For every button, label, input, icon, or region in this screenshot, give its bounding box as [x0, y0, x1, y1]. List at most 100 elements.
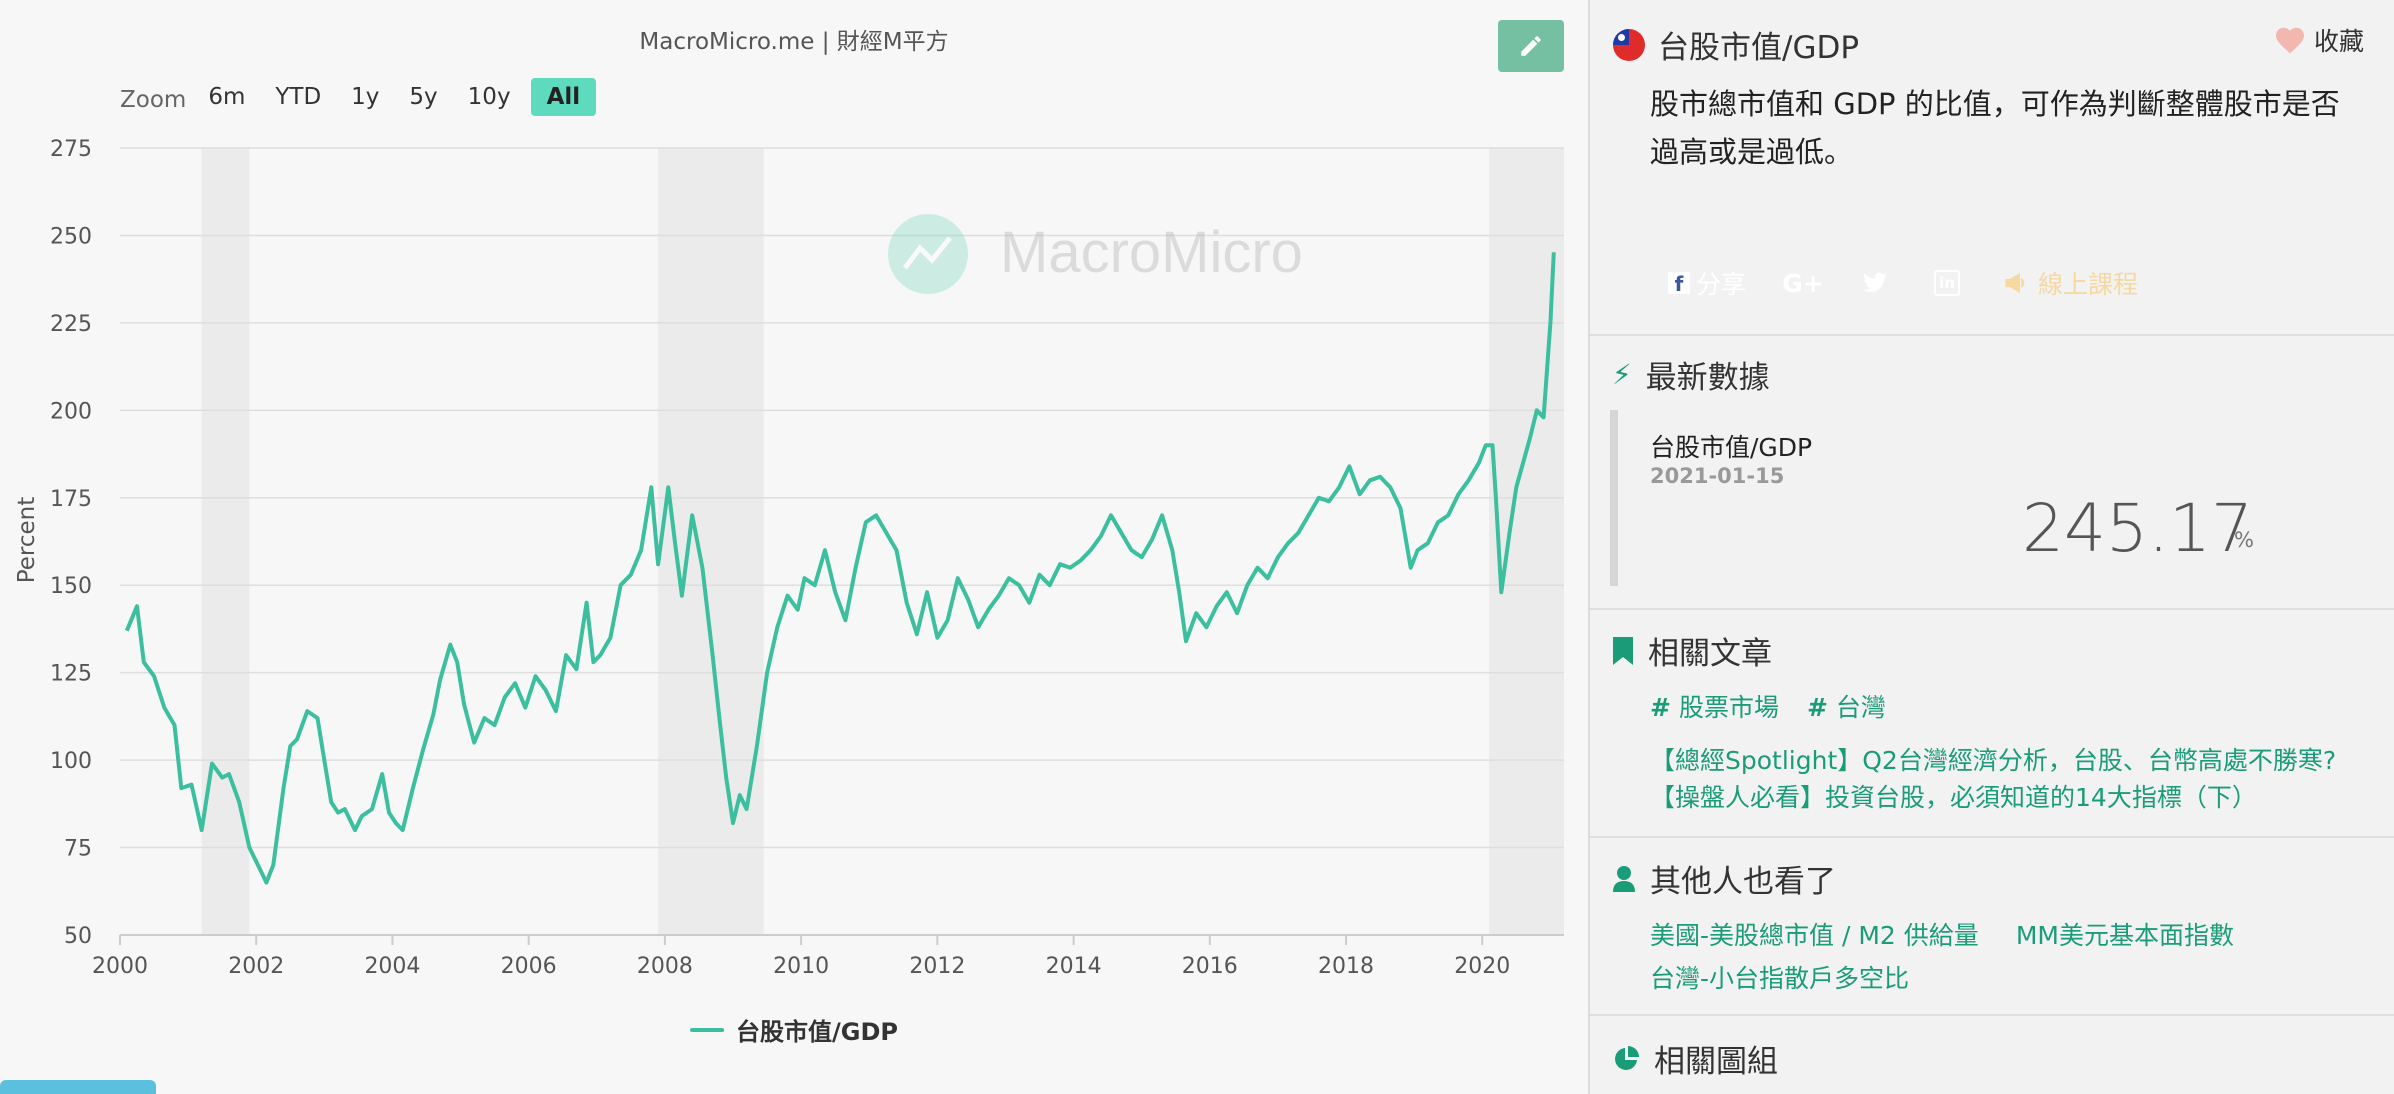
- taiwan-flag-icon: [1613, 28, 1645, 61]
- google-plus-icon: G+: [1782, 268, 1824, 298]
- divider: [1590, 836, 2394, 838]
- pencil-icon: [1521, 36, 1541, 56]
- zoom-10y-button[interactable]: 10y: [467, 84, 511, 110]
- article-link[interactable]: 【總經Spotlight】Q2台灣經濟分析，台股、台幣高處不勝寒?: [1650, 746, 2337, 775]
- facebook-icon: f: [1667, 272, 1690, 296]
- y-tick-label: 250: [50, 224, 92, 249]
- google-plus-share-button[interactable]: G+: [1770, 255, 1836, 311]
- latest-series-name: 台股市值/GDP: [1650, 433, 1813, 462]
- zoom-5y-button[interactable]: 5y: [409, 84, 438, 110]
- others-list: 美國-美股總市值 / M2 供給量 MM美元基本面指數 台灣-小台指散戶多空比: [1650, 916, 2370, 999]
- legend-label: 台股市值/GDP: [736, 1018, 898, 1046]
- series-line: [124, 252, 1556, 885]
- latest-accent-bar: [1610, 410, 1618, 586]
- latest-unit: %: [2234, 528, 2254, 552]
- chart-panel: MacroMicro.me | 財經M平方 Zoom 6m YTD 1y 5y …: [0, 20, 1588, 1094]
- watermark: MacroMicro: [888, 214, 1303, 294]
- article-link[interactable]: 【操盤人必看】投資台股，必須知道的14大指標（下）: [1650, 783, 2257, 812]
- bolt-icon: ⚡: [1612, 358, 1632, 391]
- y-tick-label: 225: [50, 312, 92, 337]
- articles-heading: 相關文章: [1648, 636, 1772, 672]
- latest-value: 245.17: [2022, 490, 2253, 567]
- zoom-all-button[interactable]: All: [530, 78, 597, 116]
- tag-taiwan[interactable]: # 台灣: [1807, 688, 1886, 724]
- facebook-share-button[interactable]: f 分享: [1650, 255, 1764, 311]
- y-tick-label: 75: [64, 837, 92, 862]
- divider: [1590, 334, 2394, 336]
- megaphone-icon: [2005, 272, 2025, 294]
- linkedin-icon: in: [1934, 270, 1960, 296]
- title-row: 台股市值/GDP: [1612, 22, 2372, 67]
- favorite-button[interactable]: 收藏: [2274, 22, 2364, 58]
- legend[interactable]: 台股市值/GDP: [0, 1012, 1588, 1047]
- online-course-button[interactable]: 線上課程: [1986, 255, 2156, 311]
- x-tick-label: 2018: [1318, 954, 1374, 979]
- others-heading: 其他人也看了: [1650, 864, 1836, 900]
- zoom-1y-button[interactable]: 1y: [351, 84, 380, 110]
- tag-stock-market[interactable]: # 股票市場: [1650, 688, 1779, 724]
- other-link[interactable]: 台灣-小台指散戶多空比: [1650, 964, 1910, 993]
- hash-icon: #: [1650, 693, 1671, 722]
- zoom-6m-button[interactable]: 6m: [208, 84, 246, 110]
- info-sidebar: 台股市值/GDP 收藏 股市總市值和 GDP 的比值，可作為判斷整體股市是否過高…: [1588, 0, 2394, 1094]
- twitter-share-button[interactable]: [1842, 255, 1908, 311]
- tag-label: 台灣: [1835, 693, 1886, 722]
- divider: [1590, 608, 2394, 610]
- x-tick-label: 2008: [637, 954, 693, 979]
- related-groups-section: 相關圖組: [1612, 1036, 1778, 1081]
- gridlines: [120, 147, 1564, 849]
- y-tick-label: 175: [50, 487, 92, 512]
- bottom-tab[interactable]: [0, 1080, 156, 1094]
- x-tick-label: 2020: [1454, 954, 1510, 979]
- article-list: 【總經Spotlight】Q2台灣經濟分析，台股、台幣高處不勝寒? 【操盤人必看…: [1650, 742, 2336, 816]
- y-tick-label: 150: [50, 574, 92, 599]
- bookmark-icon: [1613, 636, 1633, 665]
- zoom-controls: Zoom 6m YTD 1y 5y 10y All: [120, 78, 606, 116]
- x-tick-label: 2010: [773, 954, 829, 979]
- y-tick-label: 200: [50, 399, 92, 424]
- divider: [1590, 1014, 2394, 1016]
- y-axis-ticks: 50 75 100 125 150 175 200 225 250 275: [50, 137, 92, 949]
- groups-heading: 相關圖組: [1654, 1044, 1778, 1080]
- share-bar: f 分享 G+ in 線上課程: [1650, 255, 2162, 311]
- y-tick-label: 125: [50, 662, 92, 687]
- y-tick-label: 50: [64, 924, 92, 949]
- legend-swatch: [690, 1027, 724, 1032]
- x-tick-label: 2000: [92, 954, 148, 979]
- line-chart: MacroMicro 5075100125150175200225250275 …: [14, 137, 1564, 979]
- hash-icon: #: [1806, 693, 1828, 722]
- latest-date: 2021-01-15: [1650, 464, 1785, 488]
- series-points: [126, 252, 1554, 883]
- x-tick-label: 2012: [909, 954, 965, 979]
- facebook-share-label: 分享: [1695, 270, 1746, 299]
- edit-button[interactable]: [1498, 20, 1564, 72]
- user-icon: [1613, 865, 1635, 892]
- heart-icon: [2276, 27, 2304, 54]
- x-tick-label: 2014: [1046, 954, 1102, 979]
- zoom-ytd-button[interactable]: YTD: [275, 84, 322, 110]
- watermark-text: MacroMicro: [1000, 220, 1303, 285]
- twitter-icon: [1863, 272, 1887, 292]
- others-viewed-section: 其他人也看了: [1612, 856, 1836, 901]
- latest-data-section: ⚡ 最新數據: [1612, 352, 1770, 397]
- tag-label: 股票市場: [1678, 693, 1779, 722]
- x-tick-label: 2002: [228, 954, 284, 979]
- online-course-label: 線上課程: [2037, 270, 2138, 299]
- page-title: 台股市值/GDP: [1658, 30, 1860, 66]
- other-link[interactable]: 美國-美股總市值 / M2 供給量: [1650, 921, 1979, 950]
- y-axis-title: Percent: [14, 497, 40, 584]
- description: 股市總市值和 GDP 的比值，可作為判斷整體股市是否過高或是過低。: [1650, 87, 2340, 169]
- chart-credit: MacroMicro.me | 財經M平方: [639, 29, 949, 55]
- x-tick-label: 2016: [1182, 954, 1238, 979]
- latest-heading: 最新數據: [1645, 360, 1770, 396]
- pie-chart-icon: [1615, 1045, 1639, 1070]
- x-tick-label: 2006: [501, 954, 557, 979]
- other-link[interactable]: MM美元基本面指數: [2015, 921, 2234, 950]
- related-articles-section: 相關文章: [1612, 628, 1772, 673]
- tag-list: # 股票市場 # 台灣: [1650, 688, 1886, 724]
- y-tick-label: 100: [50, 749, 92, 774]
- macromicro-logo-icon: [888, 214, 968, 294]
- zoom-label: Zoom: [120, 87, 187, 113]
- linkedin-share-button[interactable]: in: [1914, 255, 1980, 311]
- y-tick-label: 275: [50, 137, 92, 162]
